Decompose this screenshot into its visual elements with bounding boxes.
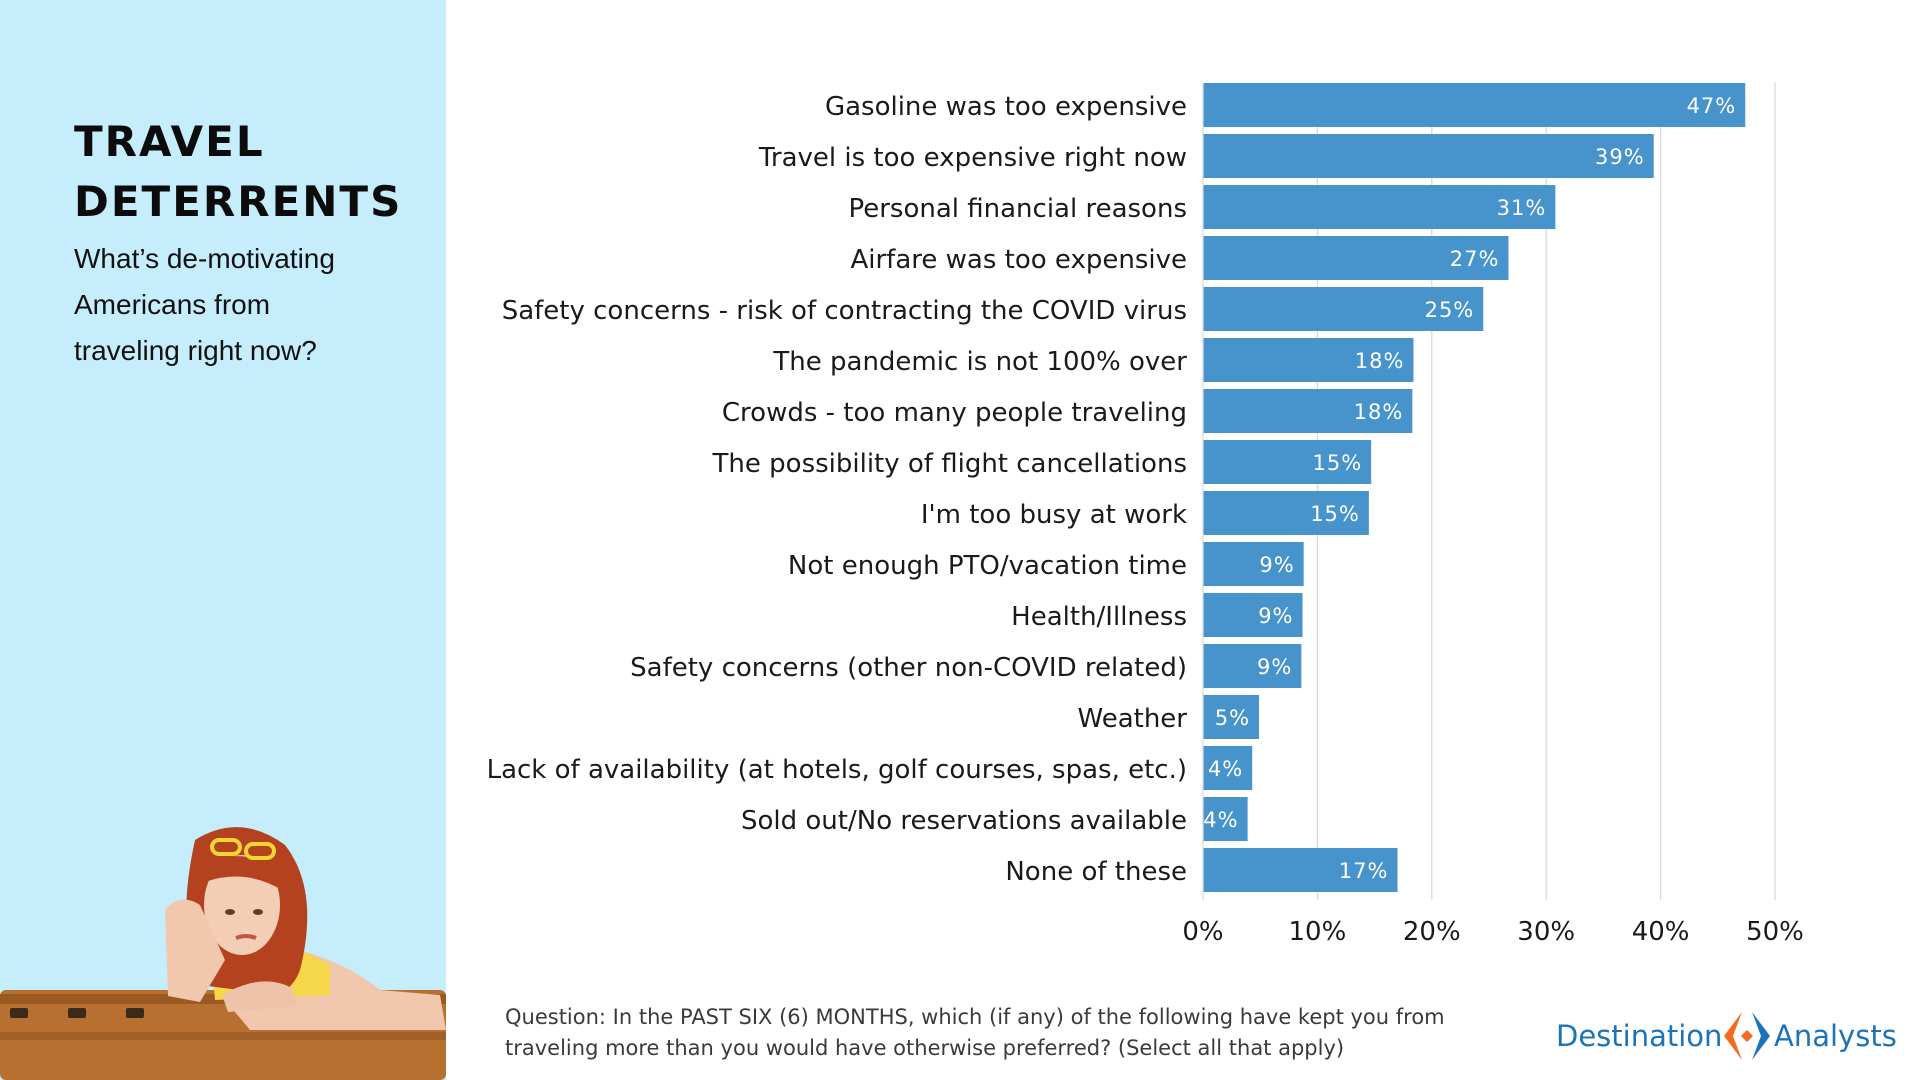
bar xyxy=(1203,236,1509,280)
data-label: 39% xyxy=(1595,145,1645,169)
page-title-line: DETERRENTS xyxy=(74,177,403,226)
data-label: 9% xyxy=(1257,655,1292,679)
category-label: Airfare was too expensive xyxy=(850,245,1187,275)
data-label: 9% xyxy=(1258,604,1293,628)
bar xyxy=(1203,797,1248,841)
x-tick-label: 0% xyxy=(1182,917,1223,947)
page-title-line: TRAVEL xyxy=(74,117,265,166)
bar xyxy=(1203,542,1304,586)
data-label: 15% xyxy=(1310,502,1360,526)
bar xyxy=(1203,338,1414,382)
bar xyxy=(1203,83,1746,127)
bar xyxy=(1203,644,1302,688)
x-tick-label: 50% xyxy=(1746,917,1804,947)
page-title: TRAVEL DETERRENTS xyxy=(74,112,434,232)
bar xyxy=(1203,134,1654,178)
category-label: Lack of availability (at hotels, golf co… xyxy=(487,755,1187,785)
data-label: 4% xyxy=(1208,757,1243,781)
category-label: Personal financial reasons xyxy=(848,194,1187,224)
data-label: 5% xyxy=(1215,706,1250,730)
data-label: 18% xyxy=(1355,349,1405,373)
x-tick-label: 30% xyxy=(1517,917,1575,947)
logo-word-analysts: Analysts xyxy=(1774,1019,1897,1053)
data-label: 31% xyxy=(1497,196,1547,220)
bar xyxy=(1203,389,1413,433)
data-label: 25% xyxy=(1425,298,1475,322)
bored-woman-suitcase-photo xyxy=(0,827,446,1080)
category-label: Gasoline was too expensive xyxy=(825,92,1187,122)
page-subtitle-line: Americans from xyxy=(74,289,271,320)
category-label: I'm too busy at work xyxy=(921,500,1187,530)
sidebar-panel: TRAVEL DETERRENTS What’s de-motivating A… xyxy=(0,0,446,1080)
bar xyxy=(1203,593,1303,637)
category-label: The pandemic is not 100% over xyxy=(772,347,1187,377)
bar xyxy=(1203,746,1253,790)
bar xyxy=(1203,695,1260,739)
category-label: Safety concerns (other non-COVID related… xyxy=(630,653,1187,683)
category-label: None of these xyxy=(1005,857,1187,887)
category-label: Crowds - too many people traveling xyxy=(722,398,1187,428)
x-tick-label: 40% xyxy=(1632,917,1690,947)
category-label: Travel is too expensive right now xyxy=(758,143,1187,173)
destination-analysts-logo: Destination Analysts xyxy=(1556,1012,1897,1060)
data-label: 18% xyxy=(1354,400,1404,424)
page-subtitle: What’s de-motivating Americans from trav… xyxy=(74,236,414,374)
logo-word-destination: Destination xyxy=(1556,1019,1722,1053)
category-label: The possibility of flight cancellations xyxy=(712,449,1187,479)
bar xyxy=(1203,848,1398,892)
category-label: Health/Illness xyxy=(1011,602,1187,632)
diamond-logo-icon xyxy=(1724,1012,1770,1060)
category-label: Not enough PTO/vacation time xyxy=(788,551,1187,581)
bar xyxy=(1203,185,1556,229)
data-label: 47% xyxy=(1687,94,1737,118)
survey-question-footnote: Question: In the PAST SIX (6) MONTHS, wh… xyxy=(505,1002,1545,1064)
bar xyxy=(1203,491,1369,535)
category-label: Sold out/No reservations available xyxy=(741,806,1187,836)
category-label: Weather xyxy=(1078,704,1188,734)
data-label: 4% xyxy=(1203,808,1238,832)
x-tick-label: 20% xyxy=(1403,917,1461,947)
bar xyxy=(1203,287,1484,331)
page-subtitle-line: traveling right now? xyxy=(74,335,317,366)
bar-chart: Gasoline was too expensive 47% Travel is t… xyxy=(487,83,1804,947)
data-label: 9% xyxy=(1259,553,1294,577)
data-label: 27% xyxy=(1450,247,1500,271)
x-tick-label: 10% xyxy=(1289,917,1347,947)
category-label: Safety concerns - risk of contracting th… xyxy=(502,296,1187,326)
footnote-line: traveling more than you would have other… xyxy=(505,1036,1345,1060)
data-label: 17% xyxy=(1339,859,1389,883)
bar xyxy=(1203,440,1372,484)
footnote-line: Question: In the PAST SIX (6) MONTHS, wh… xyxy=(505,1005,1445,1029)
page-subtitle-line: What’s de-motivating xyxy=(74,243,335,274)
data-label: 15% xyxy=(1312,451,1362,475)
